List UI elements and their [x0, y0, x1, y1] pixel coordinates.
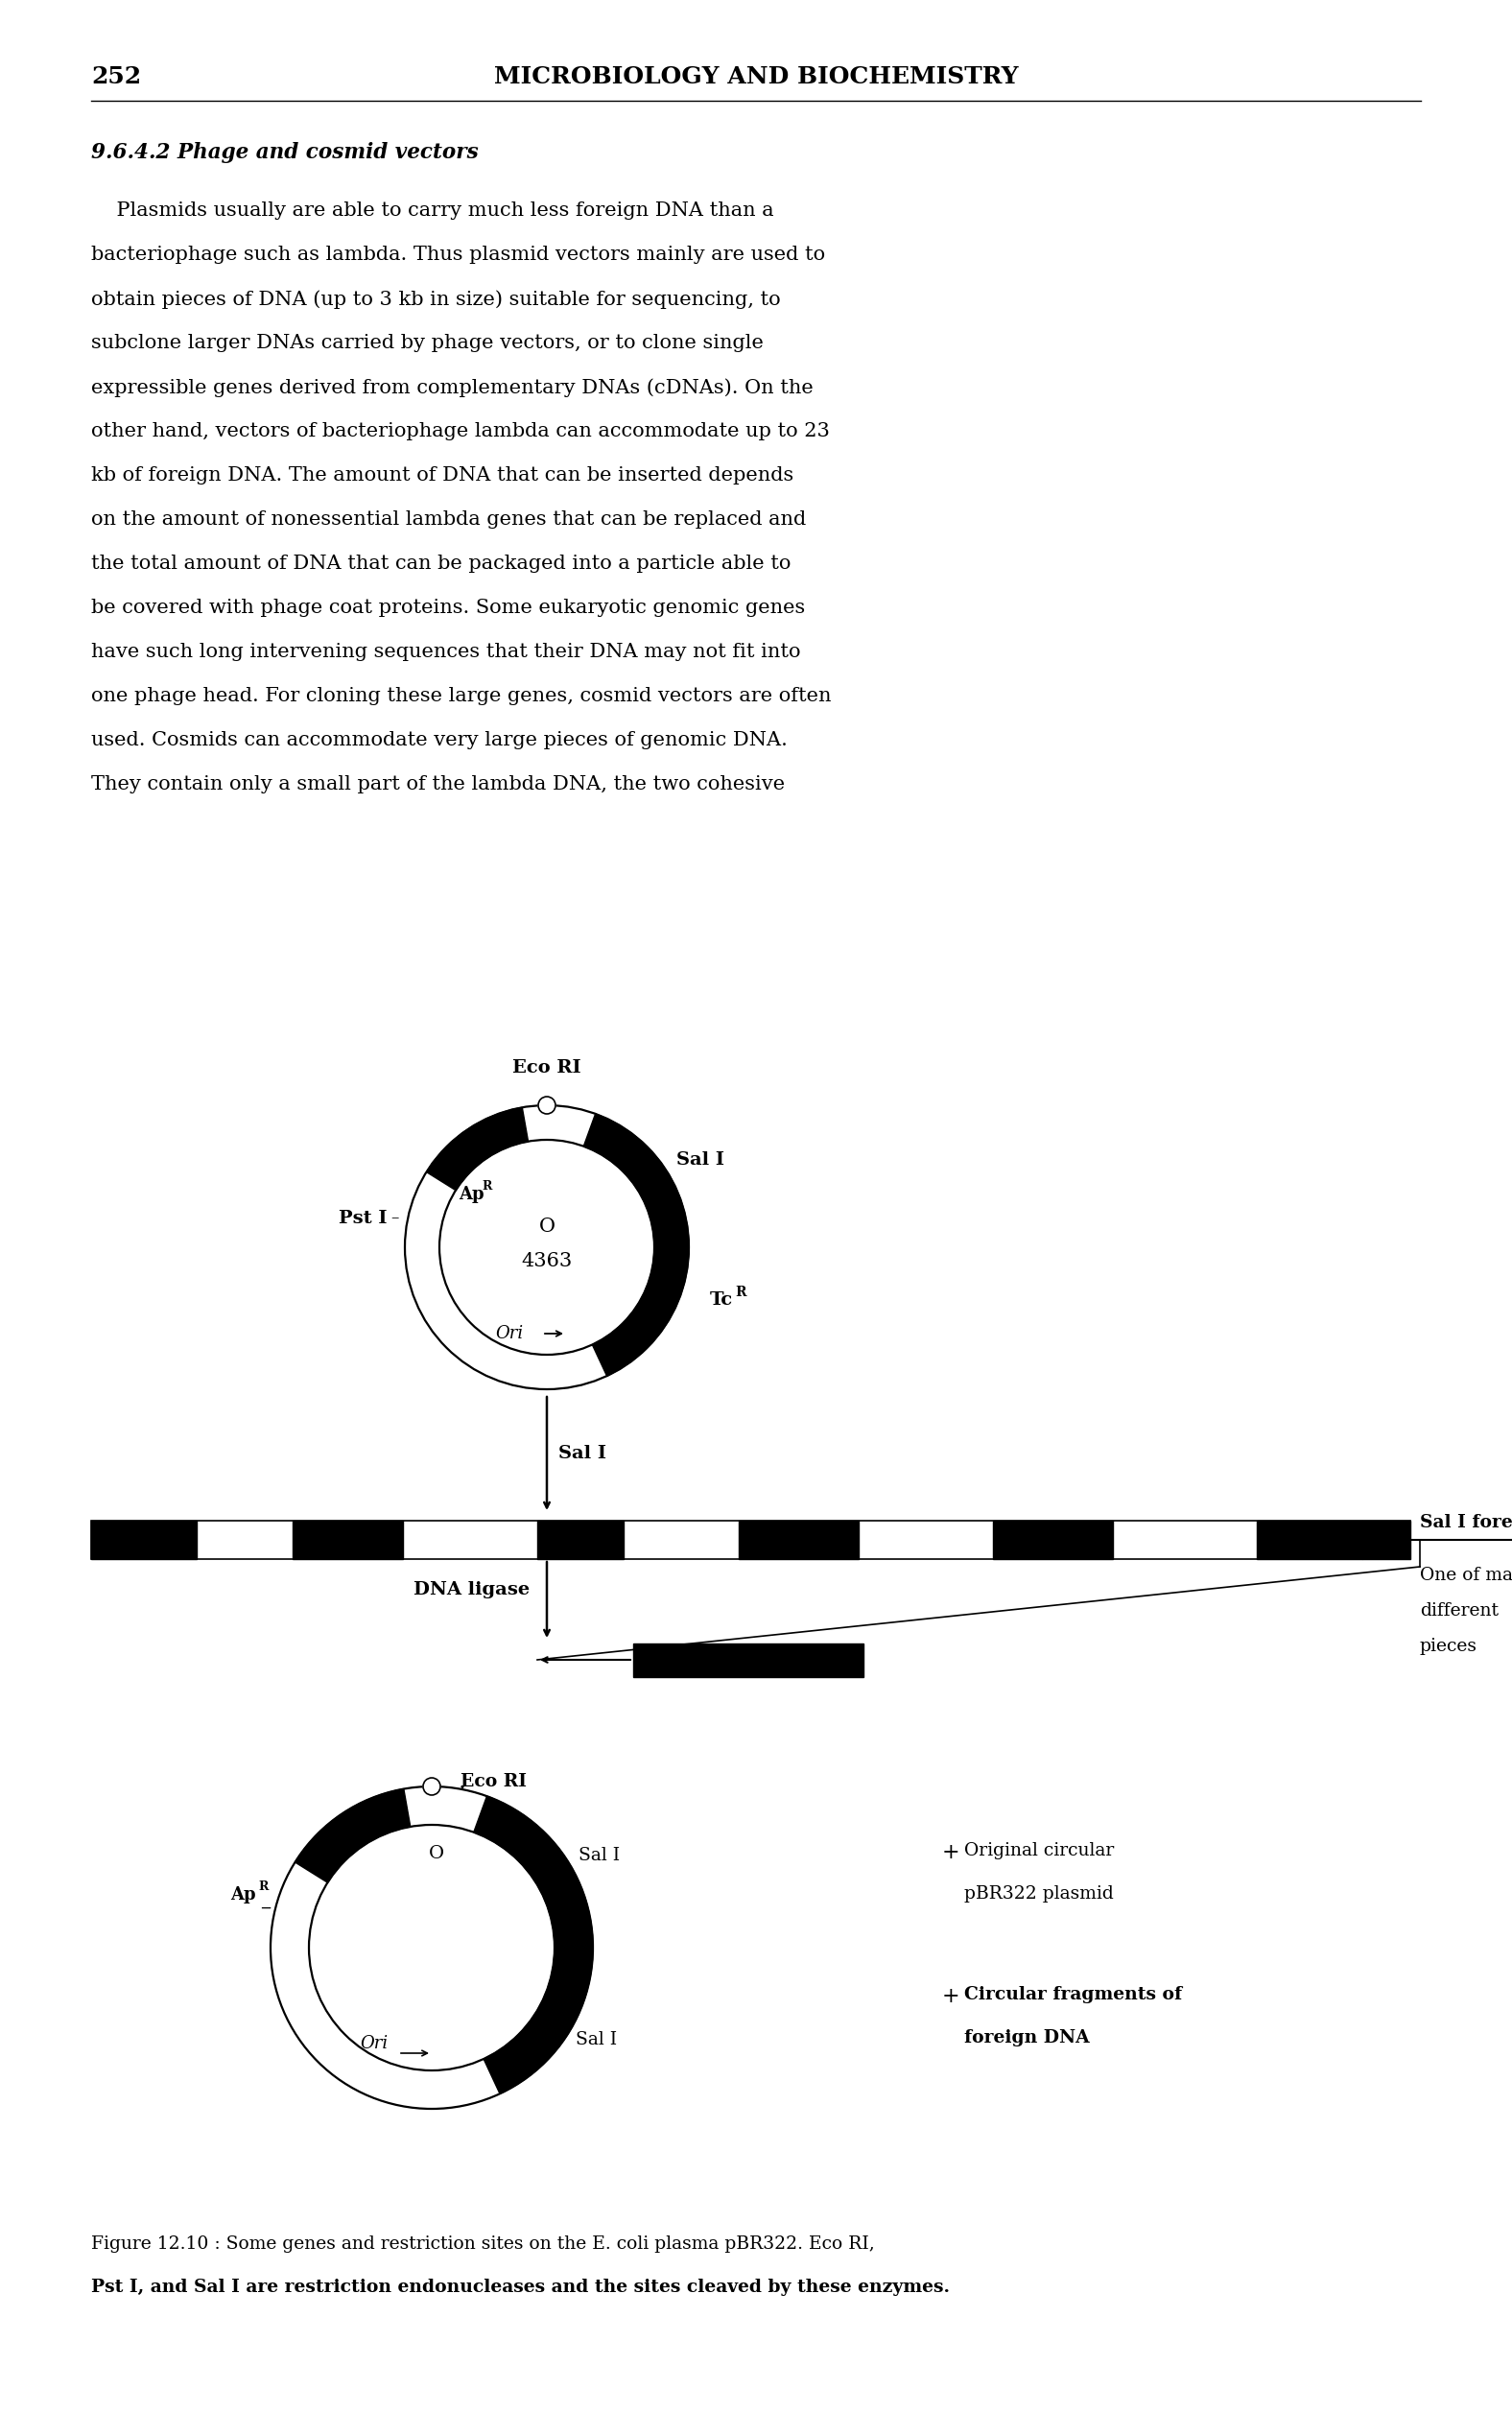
Text: the total amount of DNA that can be packaged into a particle able to: the total amount of DNA that can be pack… [91, 555, 791, 572]
Text: Ap: Ap [231, 1886, 256, 1903]
Text: They contain only a small part of the lambda DNA, the two cohesive: They contain only a small part of the la… [91, 774, 785, 794]
Text: expressible genes derived from complementary DNAs (cDNAs). On the: expressible genes derived from complemen… [91, 379, 813, 398]
Wedge shape [584, 1114, 689, 1375]
Text: bacteriophage such as lambda. Thus plasmid vectors mainly are used to: bacteriophage such as lambda. Thus plasm… [91, 246, 826, 263]
Text: Pst I, and Sal I are restriction endonucleases and the sites cleaved by these en: Pst I, and Sal I are restriction endonuc… [91, 2279, 950, 2296]
Text: +: + [942, 1843, 960, 1862]
Text: O: O [538, 1218, 555, 1235]
Text: obtain pieces of DNA (up to 3 kb in size) suitable for sequencing, to: obtain pieces of DNA (up to 3 kb in size… [91, 289, 780, 309]
Wedge shape [426, 1107, 528, 1189]
Text: pieces: pieces [1420, 1638, 1477, 1655]
Text: Sal I: Sal I [575, 2031, 617, 2048]
Text: Ap: Ap [458, 1187, 484, 1204]
Text: Circular fragments of: Circular fragments of [965, 1985, 1182, 2004]
Wedge shape [405, 1105, 689, 1389]
Text: Ori: Ori [360, 2036, 389, 2053]
Text: +: + [942, 1985, 960, 2007]
Text: Figure 12.10 : Some genes and restriction sites on the E. coli plasma pBR322. Ec: Figure 12.10 : Some genes and restrictio… [91, 2236, 875, 2253]
Text: on the amount of nonessential lambda genes that can be replaced and: on the amount of nonessential lambda gen… [91, 511, 806, 528]
Text: Pst I: Pst I [339, 1211, 387, 1228]
Text: have such long intervening sequences that their DNA may not fit into: have such long intervening sequences tha… [91, 644, 801, 661]
Bar [91, 1520, 1411, 1558]
Text: R: R [259, 1881, 268, 1893]
Text: O: O [429, 1845, 445, 1862]
Bar [91, 1520, 1411, 1558]
Wedge shape [271, 1787, 593, 2108]
Text: Tc: Tc [711, 1290, 733, 1310]
Text: different: different [1420, 1602, 1498, 1618]
Bar [634, 1643, 863, 1676]
Text: Eco RI: Eco RI [513, 1059, 581, 1076]
Bar [1362, 1520, 1411, 1558]
Bar [993, 1520, 1113, 1558]
Text: 9.6.4.2 Phage and cosmid vectors: 9.6.4.2 Phage and cosmid vectors [91, 142, 478, 164]
Text: –: – [390, 1211, 399, 1228]
Circle shape [538, 1097, 555, 1114]
Text: DNA ligase: DNA ligase [413, 1582, 529, 1599]
Text: Eco RI: Eco RI [461, 1773, 526, 1790]
Text: used. Cosmids can accommodate very large pieces of genomic DNA.: used. Cosmids can accommodate very large… [91, 731, 788, 750]
Text: kb of foreign DNA. The amount of DNA that can be inserted depends: kb of foreign DNA. The amount of DNA tha… [91, 466, 794, 485]
Text: Ori: Ori [494, 1324, 523, 1341]
Text: Plasmids usually are able to carry much less foreign DNA than a: Plasmids usually are able to carry much … [91, 203, 774, 219]
Text: 4363: 4363 [522, 1252, 573, 1271]
Bar [91, 1520, 197, 1558]
Text: one phage head. For cloning these large genes, cosmid vectors are often: one phage head. For cloning these large … [91, 687, 832, 704]
Text: be covered with phage coat proteins. Some eukaryotic genomic genes: be covered with phage coat proteins. Som… [91, 598, 806, 617]
Text: One of many: One of many [1420, 1568, 1512, 1585]
Text: Sal I: Sal I [558, 1445, 606, 1462]
Text: Sal I foreign DNA: Sal I foreign DNA [1420, 1515, 1512, 1532]
Wedge shape [295, 1790, 410, 1881]
Text: pBR322 plasmid: pBR322 plasmid [965, 1886, 1114, 1903]
Text: foreign DNA: foreign DNA [965, 2028, 1090, 2045]
Text: subclone larger DNAs carried by phage vectors, or to clone single: subclone larger DNAs carried by phage ve… [91, 333, 764, 352]
Text: _: _ [262, 1891, 269, 1908]
Circle shape [423, 1778, 440, 1795]
Text: MICROBIOLOGY AND BIOCHEMISTRY: MICROBIOLOGY AND BIOCHEMISTRY [494, 65, 1018, 89]
Text: R: R [482, 1179, 491, 1194]
Text: Original circular: Original circular [965, 1843, 1114, 1860]
Bar [537, 1520, 623, 1558]
Text: Sal I: Sal I [578, 1848, 620, 1864]
Bar [1256, 1520, 1362, 1558]
Bar [739, 1520, 859, 1558]
Text: other hand, vectors of bacteriophage lambda can accommodate up to 23: other hand, vectors of bacteriophage lam… [91, 422, 830, 441]
Text: R: R [735, 1286, 745, 1300]
Text: Sal I: Sal I [676, 1151, 724, 1167]
Bar [293, 1520, 402, 1558]
Text: .: . [458, 1770, 466, 1792]
Text: 252: 252 [91, 65, 141, 89]
Wedge shape [473, 1797, 593, 2094]
